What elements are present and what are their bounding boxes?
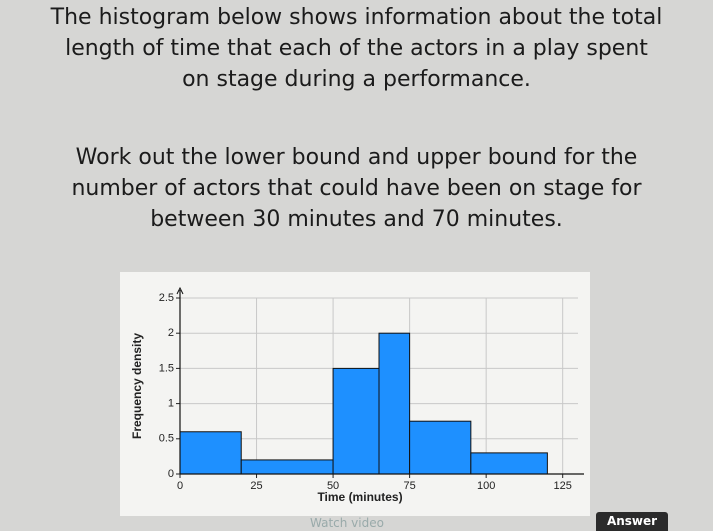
bar bbox=[332, 367, 380, 475]
question-line: length of time that each of the actors i… bbox=[65, 36, 648, 61]
chart: Time (minutes) Frequency density 0 0.5 1 1.… bbox=[130, 286, 584, 504]
y-tick-label: 2 bbox=[168, 327, 174, 339]
task: Work out the lower bound and upper bound… bbox=[0, 142, 713, 235]
x-axis-label: Time (minutes) bbox=[317, 490, 402, 504]
y-axis-arrow bbox=[176, 286, 184, 295]
bar bbox=[378, 332, 411, 475]
question: The histogram below shows information ab… bbox=[0, 2, 713, 95]
question-line: on stage during a performance. bbox=[182, 67, 531, 92]
y-tick-label: 0 bbox=[168, 468, 174, 480]
bar bbox=[240, 459, 334, 475]
x-tick-label: 75 bbox=[403, 480, 415, 492]
x-tick-label: 50 bbox=[327, 480, 339, 492]
y-tick-label: 1.5 bbox=[159, 362, 174, 374]
y-tick-label: 2.5 bbox=[159, 292, 174, 304]
y-axis-label: Frequency density bbox=[130, 333, 144, 439]
x-tick-label: 125 bbox=[554, 480, 572, 492]
bar bbox=[409, 420, 472, 475]
x-tick-label: 25 bbox=[250, 480, 262, 492]
task-line: number of actors that could have been on… bbox=[71, 176, 642, 201]
y-tick-label: 1 bbox=[168, 398, 174, 410]
bar bbox=[179, 431, 242, 475]
y-tick-label: 0.5 bbox=[159, 433, 174, 445]
task-line: between 30 minutes and 70 minutes. bbox=[150, 207, 563, 232]
answer-button[interactable]: Answer bbox=[596, 512, 668, 531]
chart-panel: Time (minutes) Frequency density 0 0.5 1 1.… bbox=[120, 272, 590, 516]
question-line: The histogram below shows information ab… bbox=[50, 5, 663, 30]
watch-video-button[interactable]: Watch video bbox=[310, 516, 384, 530]
x-tick-label: 100 bbox=[477, 480, 495, 492]
x-tick-label: 0 bbox=[177, 480, 183, 492]
bar bbox=[470, 452, 548, 475]
task-line: Work out the lower bound and upper bound… bbox=[75, 145, 638, 170]
